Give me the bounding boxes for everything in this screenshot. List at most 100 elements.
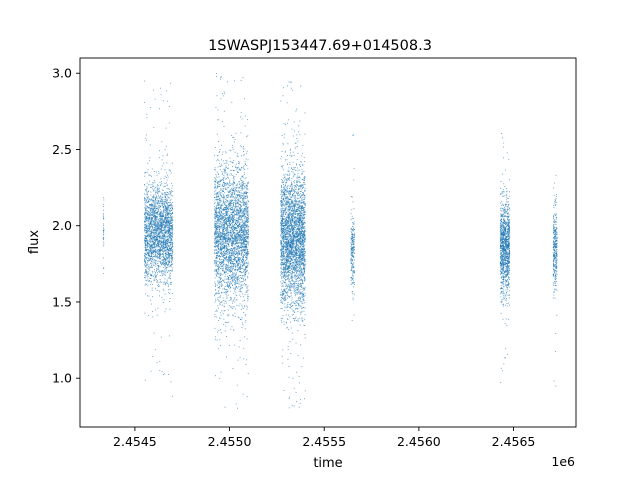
data-point [152, 246, 154, 248]
data-point [236, 277, 238, 279]
data-point [247, 212, 249, 214]
data-point [247, 219, 249, 221]
data-point [166, 243, 168, 244]
data-point [238, 305, 240, 307]
data-point [158, 221, 159, 223]
data-point [244, 205, 246, 207]
data-point [216, 275, 218, 277]
data-point [230, 235, 231, 237]
data-point [149, 205, 151, 207]
data-point [161, 246, 163, 248]
data-point [145, 232, 147, 234]
data-point [152, 208, 154, 209]
data-point [162, 207, 164, 209]
data-point [238, 223, 240, 225]
data-point [154, 263, 156, 265]
data-point [102, 237, 104, 239]
data-point [227, 225, 228, 227]
data-point [230, 201, 232, 203]
data-point [156, 269, 158, 271]
data-point [235, 211, 237, 213]
data-point [165, 215, 167, 217]
data-point [235, 294, 237, 296]
data-point [217, 251, 219, 253]
data-point [153, 211, 155, 213]
data-point [220, 253, 222, 254]
data-point [154, 205, 156, 207]
data-point [218, 176, 220, 178]
data-point [171, 239, 173, 241]
data-point [234, 266, 236, 267]
data-point [150, 219, 152, 221]
data-point [153, 232, 154, 234]
data-point [224, 176, 226, 178]
data-point [167, 253, 169, 255]
data-point [167, 235, 169, 237]
data-point [239, 234, 241, 236]
data-point [167, 217, 169, 219]
data-point [160, 168, 162, 170]
data-point [168, 248, 170, 250]
data-point [151, 216, 153, 218]
data-point [167, 197, 169, 199]
data-point [243, 231, 245, 233]
data-point [218, 261, 220, 262]
data-point [244, 239, 246, 241]
data-point [171, 233, 173, 235]
data-point [240, 247, 242, 249]
data-point [172, 219, 174, 221]
data-point [156, 280, 158, 282]
data-point [236, 241, 238, 243]
data-point [227, 239, 229, 241]
data-point [241, 225, 242, 227]
data-point [244, 208, 246, 210]
data-point [226, 207, 228, 208]
data-point [241, 322, 243, 324]
data-point [171, 254, 173, 256]
data-point [170, 223, 172, 225]
data-point [149, 209, 151, 211]
data-point [154, 233, 156, 235]
data-point [157, 240, 159, 241]
data-point [150, 213, 152, 215]
data-point [156, 239, 158, 241]
data-point [155, 225, 157, 227]
data-point [238, 227, 240, 229]
data-point [226, 251, 228, 253]
data-point [165, 213, 166, 215]
data-point [165, 245, 166, 247]
data-point [167, 271, 169, 273]
data-point [239, 201, 241, 203]
data-point [241, 229, 243, 231]
data-point [237, 265, 239, 267]
data-point [218, 330, 220, 331]
data-point [224, 203, 226, 205]
data-point [150, 251, 152, 253]
data-point [144, 240, 146, 242]
data-point [146, 213, 148, 215]
data-point [242, 239, 244, 241]
data-point [168, 254, 170, 256]
data-point [160, 202, 162, 204]
data-point [221, 200, 223, 202]
data-point [214, 301, 216, 303]
data-point [171, 255, 173, 257]
data-point [144, 202, 146, 204]
data-point [242, 237, 244, 239]
data-point [230, 224, 231, 226]
data-point [239, 206, 241, 208]
data-point [160, 229, 162, 231]
data-point [228, 270, 230, 272]
data-point [148, 214, 150, 216]
data-point [244, 214, 246, 216]
data-point [223, 251, 225, 252]
data-point [246, 241, 248, 243]
data-point [165, 206, 167, 208]
data-point [236, 279, 238, 281]
data-point [149, 218, 151, 220]
data-point [144, 221, 146, 223]
data-point [164, 192, 165, 193]
data-point [162, 243, 164, 244]
data-point [144, 235, 146, 237]
data-point [150, 227, 152, 229]
